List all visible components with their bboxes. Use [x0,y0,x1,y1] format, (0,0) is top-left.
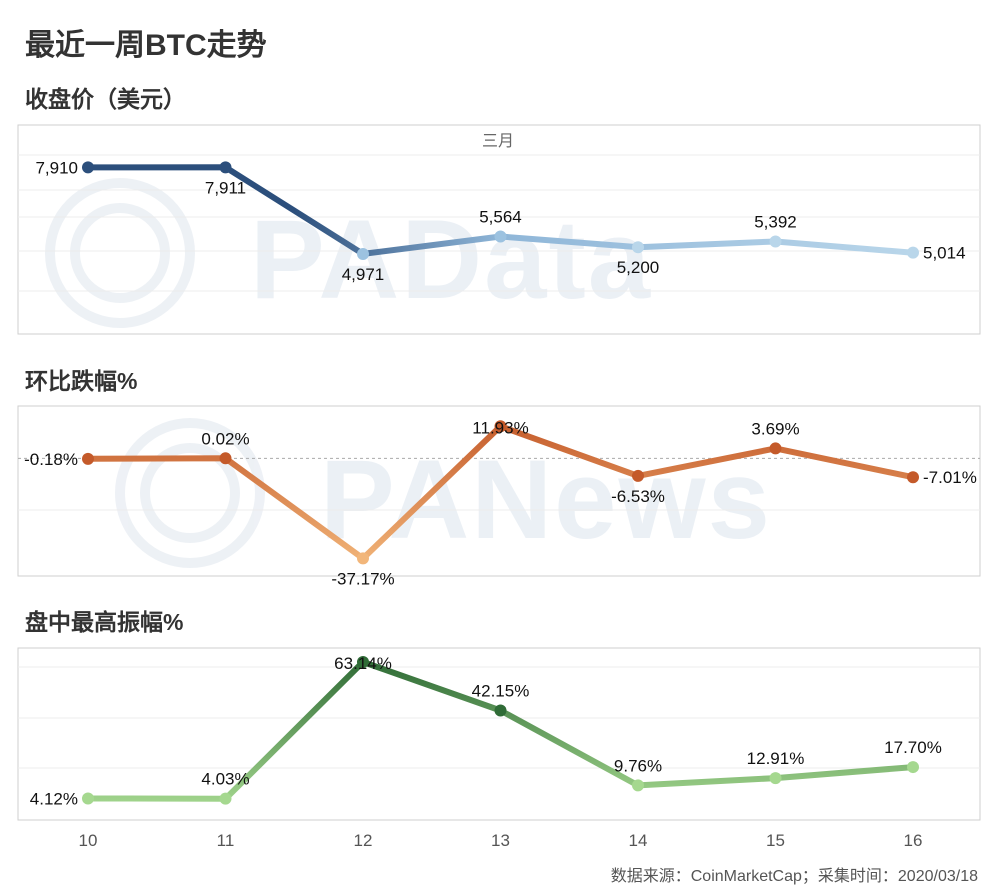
data-point [82,452,94,465]
data-label: -37.17% [331,569,394,588]
data-label: 5,200 [617,258,660,277]
data-point [494,420,507,433]
data-label: 42.15% [472,682,530,701]
x-tick-label: 10 [79,831,98,850]
data-source-note: 数据来源：CoinMarketCap；采集时间：2020/03/18 [610,868,978,885]
data-label: -7.01% [923,468,977,487]
data-point [82,161,94,174]
close-price-title: 收盘价（美元） [25,86,186,112]
data-label: 4,971 [342,265,385,284]
data-point [632,241,644,254]
data-label: 7,911 [205,178,246,197]
data-label: 63.14% [334,654,392,673]
data-label: 0.02% [201,429,249,448]
x-tick-label: 14 [629,831,648,850]
data-label: 17.70% [884,738,942,757]
data-label: 5,564 [479,207,522,226]
chart-frame [17,405,981,577]
watermark-logo-icon [45,178,195,328]
x-tick-label: 16 [904,831,923,850]
data-label: 5,014 [923,244,966,263]
data-point [769,772,782,785]
data-point [907,471,919,484]
data-label: 5,392 [754,213,797,232]
data-point [769,235,782,248]
data-label: -0.18% [24,450,78,469]
page-title: 最近一周BTC走势 [25,29,267,62]
data-point [907,246,919,259]
change-title: 环比跌幅% [25,368,138,394]
data-point [219,161,232,174]
data-label: 11.93% [472,418,528,437]
data-point [494,230,507,243]
data-point [82,792,94,805]
x-tick-label: 15 [766,831,785,850]
watermark-logo-icon [115,418,265,568]
data-point [907,761,919,774]
data-point [219,452,232,465]
data-label: 3.69% [751,419,799,438]
chart-frame [17,647,981,821]
data-label: 7,910 [35,158,78,177]
data-label: -6.53% [611,487,665,506]
data-point [494,704,507,717]
chart-frame [17,124,981,335]
data-label: 4.03% [201,770,249,789]
data-label: 9.76% [614,756,662,775]
data-point [769,442,782,455]
watermark-text: PAData [250,197,652,322]
data-point [219,792,232,805]
x-tick-label: 12 [354,831,373,850]
data-label: 4.12% [30,789,78,808]
amplitude-title: 盘中最高振幅% [25,609,184,635]
data-point [357,247,369,260]
x-tick-label: 11 [217,831,235,850]
watermark-text: PANews [320,437,772,562]
data-point [632,469,644,482]
x-tick-label: 13 [491,831,510,850]
month-label: 三月 [482,133,514,150]
data-label: 12.91% [747,749,805,768]
data-point [632,779,644,792]
data-point [357,552,369,565]
data-point [357,655,369,668]
